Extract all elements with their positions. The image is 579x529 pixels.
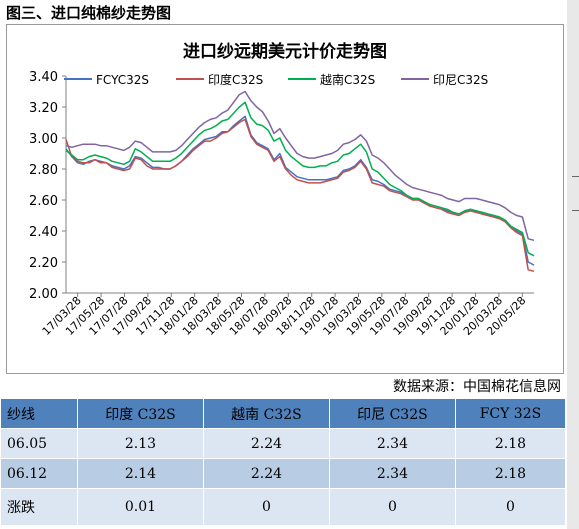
table-cell: 06.05 [0, 428, 78, 459]
series-line [65, 115, 535, 266]
table-cell: 0 [328, 488, 456, 526]
table-cell: 2.13 [77, 428, 204, 459]
table-header-cell: FCY 32S [454, 398, 567, 429]
y-tick-label: 2.20 [29, 256, 58, 271]
table-header-cell: 印度 C32S [77, 398, 204, 429]
line-chart: 进口纱远期美元计价走势图 3.40 3.20 3.00 2.80 2.60 2.40 2.2… [29, 41, 535, 338]
chart-axes: 3.403.203.002.802.602.402.202.0017/03/28… [29, 70, 534, 338]
table-cell: 2.18 [454, 458, 567, 489]
legend-label: 印度C32S [208, 72, 263, 87]
chart-series-lines [65, 90, 535, 273]
window-edge [567, 0, 579, 529]
table-cell: 2.34 [328, 428, 456, 459]
table-cell: 涨跌 [0, 488, 78, 526]
table-cell: 06.12 [0, 458, 78, 489]
table-row: 涨跌 0.01 0 0 0 [0, 488, 567, 526]
table-cell: 2.34 [328, 458, 456, 489]
table-header-cell: 越南 C32S [202, 398, 330, 429]
table-cell: 2.14 [77, 458, 204, 489]
y-tick-label: 2.40 [29, 225, 58, 240]
table-cell: 2.24 [202, 458, 330, 489]
legend-label: 越南C32S [320, 72, 375, 87]
y-tick-label: 3.00 [29, 132, 58, 147]
series-line [65, 90, 535, 242]
y-tick-label: 2.00 [29, 287, 58, 302]
y-tick-label: 3.40 [29, 70, 58, 85]
table-cell: 0.01 [77, 488, 204, 526]
edge-tick [572, 176, 579, 177]
figure-caption: 图三、进口纯棉纱走势图 [6, 4, 172, 22]
y-tick-label: 2.60 [29, 194, 58, 209]
table-cell: 0 [202, 488, 330, 526]
data-source-note: 数据来源：中国棉花信息网 [393, 379, 561, 395]
legend-label: 印尼C32S [433, 73, 488, 87]
edge-tick [572, 210, 579, 211]
series-line [65, 118, 535, 273]
table-header-cell: 印尼 C32S [328, 398, 456, 429]
table-cell: 2.24 [202, 428, 330, 459]
legend-label: FCYC32S [96, 73, 149, 87]
table-header-row: 纱线 印度 C32S 越南 C32S 印尼 C32S FCY 32S [0, 398, 567, 429]
y-tick-label: 3.20 [29, 101, 58, 116]
table-cell: 0 [454, 488, 567, 526]
table-row: 06.12 2.14 2.24 2.34 2.18 [0, 458, 567, 489]
table-header-cell: 纱线 [0, 398, 78, 429]
price-table: 纱线 印度 C32S 越南 C32S 印尼 C32S FCY 32S 06.05… [0, 398, 567, 526]
chart-legend: FCYC32S 印度C32S 越南C32S 印尼C32S [64, 72, 488, 87]
y-tick-label: 2.80 [29, 163, 58, 178]
series-line [65, 101, 535, 257]
table-cell: 2.18 [454, 428, 567, 459]
chart-title: 进口纱远期美元计价走势图 [183, 41, 387, 62]
table-row: 06.05 2.13 2.24 2.34 2.18 [0, 428, 567, 459]
